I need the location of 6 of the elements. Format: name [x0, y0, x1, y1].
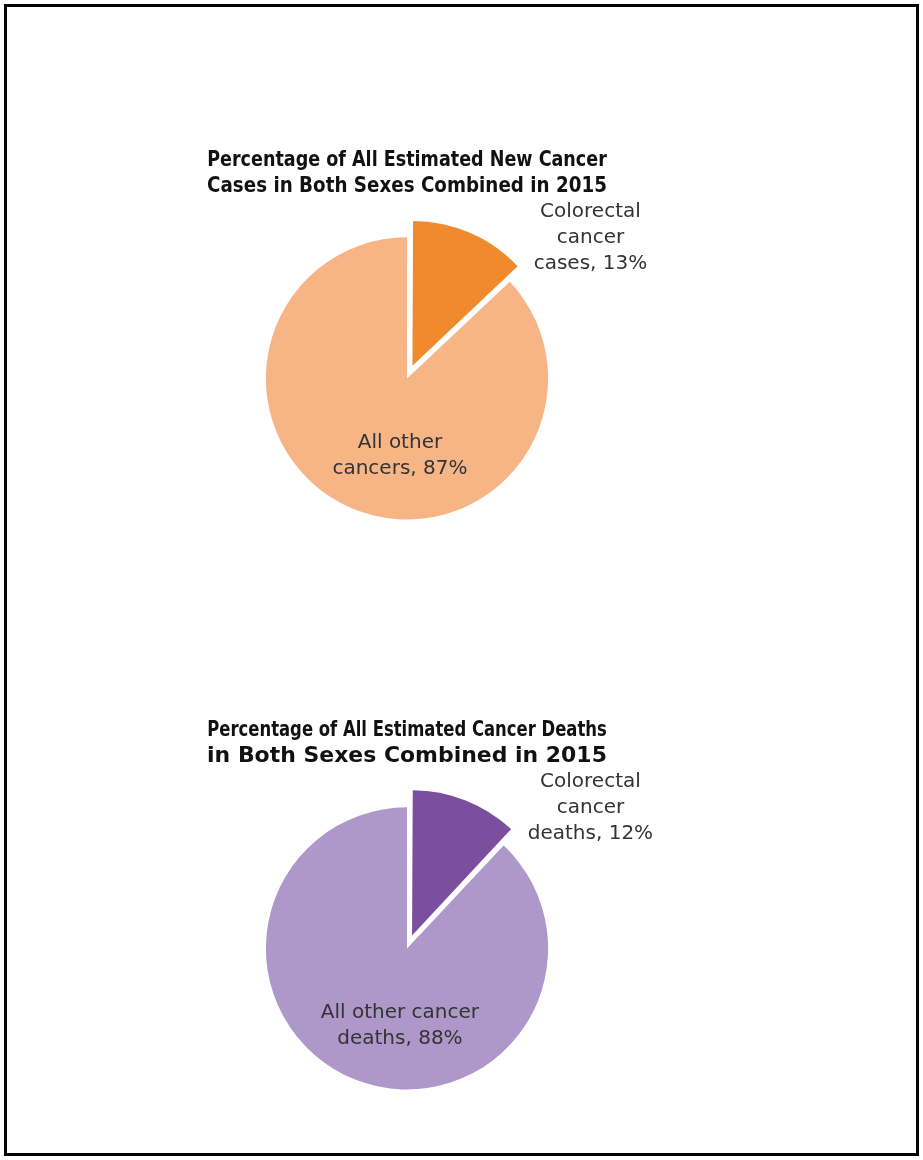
chart-title: Percentage of All Estimated Cancer Deaths in Both Sexes Combined in 2015 [207, 715, 607, 768]
slice-label: Colorectal cancer deaths, 12% [527, 767, 654, 844]
chart-title: Percentage of All Estimated New Cancer Cases in Both Sexes Combined in 2015 [207, 146, 607, 198]
slice-label: All other cancers, 87% [332, 429, 468, 480]
slice-label: All other cancer deaths, 88% [320, 999, 480, 1050]
slice-label: Colorectal cancer cases, 13% [533, 197, 648, 274]
